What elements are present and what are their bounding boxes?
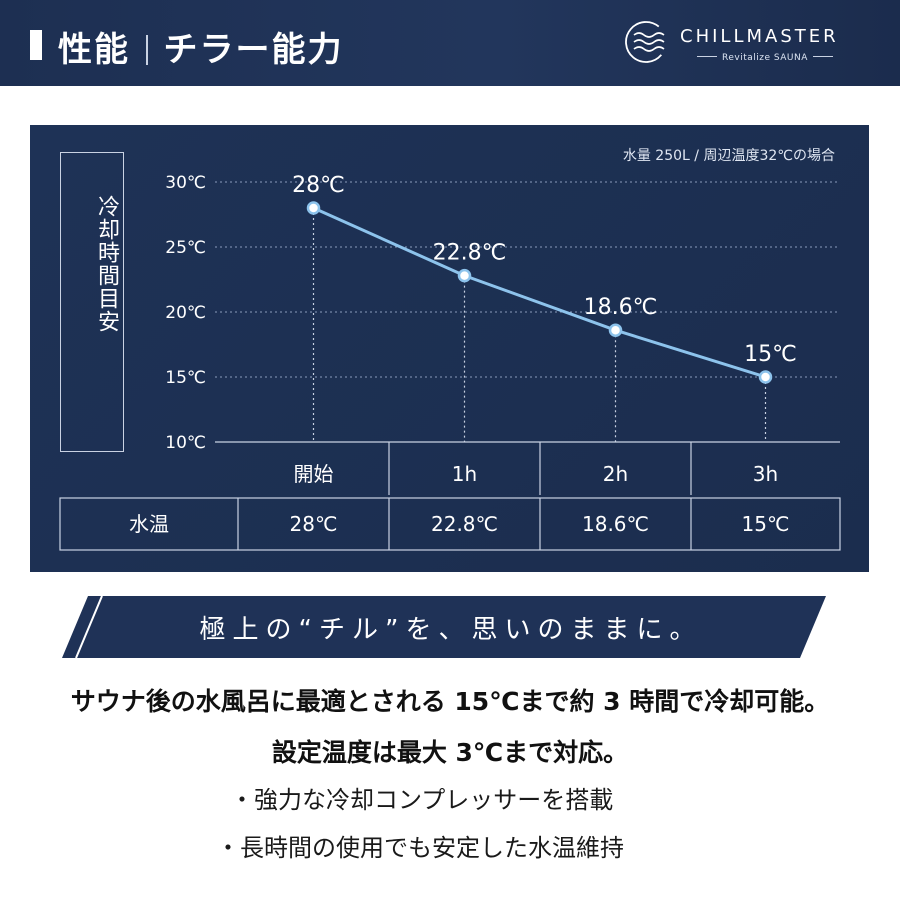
title-divider (146, 35, 148, 65)
y-tick-label: 25℃ (165, 238, 206, 258)
y-axis-label: 冷却時間目安 (94, 195, 119, 333)
table-cell: 28℃ (290, 512, 338, 536)
brand-name: CHILLMASTER (680, 26, 839, 47)
y-tick-label: 15℃ (165, 368, 206, 388)
brand-tagline: Revitalize SAUNA (692, 53, 838, 63)
title-section: 性能 (58, 30, 130, 70)
data-label: 15℃ (744, 342, 797, 367)
table-cell: 15℃ (742, 512, 790, 536)
data-point (457, 268, 472, 283)
y-axis-label-box: 冷却時間目安 (60, 152, 124, 452)
table-cell: 22.8℃ (431, 512, 498, 536)
table-cell: 18.6℃ (582, 512, 649, 536)
page-title: 性能 チラー能力 (58, 22, 344, 71)
cooling-chart: 30℃ 25℃ 20℃ 15℃ 10℃ 28℃ 22.8℃ 18.6℃ 15℃ 開始 1h 2h 3h 水… (59, 173, 841, 551)
x-tick-label: 3h (753, 462, 778, 486)
wave-logo-icon (625, 21, 667, 63)
x-tick-label: 1h (452, 462, 477, 486)
data-label: 22.8℃ (433, 241, 507, 266)
banner-shape (62, 595, 829, 659)
series-line (312, 206, 766, 379)
feature-headline: サウナ後の水風呂に最適とされる 15℃まで約 3 時間で冷却可能。 (70, 687, 830, 716)
feature-bullet: ・長時間の使用でも安定した水温維持 (216, 834, 624, 862)
x-tick-label: 2h (603, 462, 628, 486)
water-temp-table (59, 497, 841, 551)
x-tick-label: 開始 (294, 462, 334, 486)
y-tick-label: 30℃ (165, 173, 206, 193)
y-tick-label: 10℃ (165, 433, 206, 453)
data-point (608, 323, 623, 337)
feature-bullet: ・強力な冷却コンプレッサーを搭載 (230, 786, 614, 814)
chart-panel: 30℃ 25℃ 20℃ 15℃ 10℃ 28℃ 22.8℃ 18.6℃ 15℃ 開始 1h 2h 3h 水… (30, 125, 869, 572)
data-label: 28℃ (292, 173, 345, 198)
chart-note: 水量 250L / 周辺温度32℃の場合 (622, 148, 835, 164)
banner-text: 極上の“チル”を、思いのままに。 (199, 615, 703, 645)
data-point (306, 201, 321, 215)
tagline-banner: 極上の“チル”を、思いのままに。 (62, 594, 840, 660)
brand-logo: CHILLMASTER Revitalize SAUNA (622, 16, 882, 72)
title-mark (30, 30, 42, 60)
feature-subheadline: 設定温度は最大 3℃まで対応。 (271, 738, 629, 767)
table-row-label: 水温 (129, 512, 169, 536)
y-tick-label: 20℃ (165, 303, 206, 323)
title-topic: チラー能力 (163, 30, 344, 70)
data-point (758, 370, 773, 384)
data-label: 18.6℃ (584, 295, 658, 320)
header-bar: 性能 チラー能力 CHILLMASTER Revitalize SAUNA (0, 0, 900, 86)
